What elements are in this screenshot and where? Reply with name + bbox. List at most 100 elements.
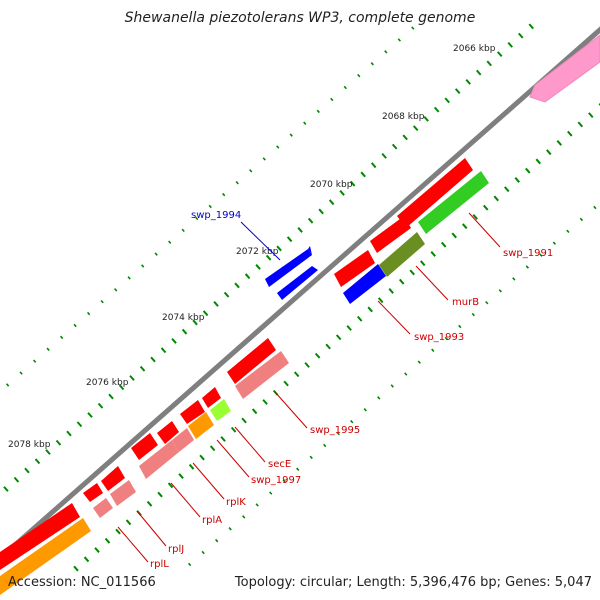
gene-label-rplA[interactable]: rplA — [202, 515, 222, 526]
tick-mark — [336, 431, 340, 436]
tick-mark — [168, 240, 172, 244]
gene-label-rplK[interactable]: rplK — [226, 497, 246, 508]
leader-line — [468, 212, 501, 248]
tick-label: 2068 kbp — [382, 112, 425, 122]
tick-mark — [228, 527, 232, 531]
gene-label-swp_1995[interactable]: swp_1995 — [310, 425, 360, 436]
gene-label-swp_1991[interactable]: swp_1991 — [503, 248, 553, 259]
tick-mark — [518, 32, 524, 39]
gene-feature[interactable] — [418, 171, 489, 234]
tick-mark — [293, 371, 300, 378]
tick-mark — [160, 347, 167, 354]
gene-label-murB[interactable]: murB — [452, 297, 479, 308]
tick-mark — [566, 229, 570, 234]
gene-feature[interactable] — [110, 480, 136, 506]
gene-feature[interactable] — [0, 503, 80, 570]
gene-label-swp_1994[interactable]: swp_1994 — [191, 210, 241, 221]
tick-mark — [213, 301, 219, 307]
tick-mark — [497, 51, 503, 58]
tick-mark — [244, 273, 251, 280]
tick-label: 2066 kbp — [453, 44, 496, 54]
tick-mark — [451, 232, 457, 239]
gene-feature[interactable] — [139, 440, 179, 479]
tick-mark — [24, 467, 30, 474]
gene-feature[interactable] — [157, 421, 179, 444]
gene-feature[interactable] — [529, 34, 600, 103]
gene-feature[interactable] — [131, 433, 158, 460]
tick-mark — [417, 360, 421, 364]
tick-mark — [475, 69, 482, 76]
tick-mark — [208, 204, 212, 209]
tick-mark — [567, 130, 573, 137]
gene-label-swp_1997[interactable]: swp_1997 — [251, 475, 301, 486]
tick-mark — [465, 78, 471, 85]
gene-feature[interactable] — [379, 232, 425, 277]
tick-mark — [419, 260, 426, 267]
tick-mark — [423, 115, 429, 122]
tick-labels: 2066 kbp 2068 kbp 2070 kbp 2072 kbp 2074… — [8, 44, 496, 450]
tick-mark — [150, 356, 156, 363]
tick-mark — [384, 50, 388, 54]
tick-mark — [325, 343, 331, 350]
gene-feature[interactable] — [397, 158, 473, 228]
gene-feature[interactable] — [308, 246, 312, 255]
gene-feature[interactable] — [172, 428, 194, 452]
gene-feature[interactable] — [0, 518, 91, 595]
tick-mark — [546, 149, 552, 156]
tick-mark — [222, 192, 226, 197]
tick-mark — [104, 537, 111, 544]
tick-mark — [462, 223, 468, 230]
tick-mark — [181, 328, 188, 335]
tick-mark — [19, 371, 23, 375]
tick-mark — [367, 306, 373, 313]
gene-label-rplJ[interactable]: rplJ — [168, 544, 184, 555]
tick-mark — [507, 41, 513, 48]
tick-mark — [309, 455, 313, 460]
map-title: Shewanella piezotolerans WP3, complete g… — [124, 10, 476, 26]
leader-line — [377, 300, 411, 335]
gene-feature[interactable] — [370, 216, 411, 253]
tick-mark — [195, 216, 199, 221]
tick-mark — [202, 310, 209, 317]
tick-mark — [512, 277, 516, 281]
gene-feature[interactable] — [101, 466, 125, 491]
tick-label: 2076 kbp — [86, 378, 129, 388]
gene-feature[interactable] — [210, 399, 231, 421]
tick-mark — [377, 396, 381, 400]
gene-feature[interactable] — [202, 387, 221, 408]
gene-feature[interactable] — [227, 338, 276, 384]
tick-mark — [388, 288, 394, 294]
tick-mark — [411, 26, 415, 30]
tick-mark — [187, 562, 192, 567]
gene-feature[interactable] — [180, 400, 205, 424]
tick-mark — [504, 186, 510, 193]
gene-label-rplL[interactable]: rplL — [150, 559, 169, 570]
tick-mark — [178, 473, 184, 479]
gene-feature[interactable] — [93, 498, 113, 518]
gene-label-swp_1993[interactable]: swp_1993 — [414, 332, 464, 343]
gene-feature[interactable] — [188, 412, 214, 439]
gene-feature[interactable] — [83, 483, 103, 502]
tick-mark — [286, 236, 293, 243]
tick-mark — [32, 359, 37, 363]
gene-feature[interactable] — [277, 266, 318, 300]
gene-feature[interactable] — [343, 264, 386, 304]
tick-mark — [381, 152, 387, 159]
tick-mark — [307, 217, 314, 224]
tick-mark — [94, 547, 100, 553]
tick-mark — [262, 399, 268, 405]
gene-feature[interactable] — [265, 249, 312, 287]
tick-mark — [234, 282, 240, 289]
tick-mark — [223, 291, 230, 298]
tick-mark — [45, 449, 51, 455]
label-leaders — [117, 212, 501, 563]
tick-mark — [255, 264, 261, 270]
tick-mark — [188, 463, 195, 470]
leader-line — [415, 265, 449, 301]
genome-summary: Topology: circular; Length: 5,396,476 bp… — [234, 575, 592, 590]
gene-feature[interactable] — [334, 250, 375, 287]
gene-label-secE[interactable]: secE — [268, 459, 291, 470]
gene-feature[interactable] — [235, 351, 289, 399]
